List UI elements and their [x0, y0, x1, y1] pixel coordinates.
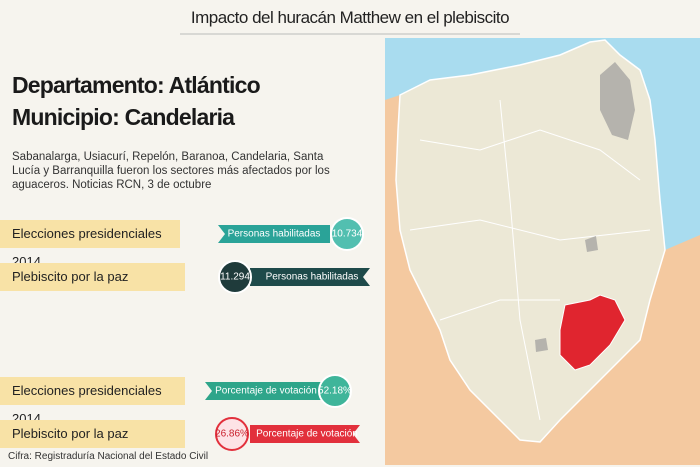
- value-badge: [218, 260, 252, 294]
- value-badge: [330, 217, 364, 251]
- urban-area: [600, 62, 635, 140]
- row-label: Elecciones presidenciales 2014: [0, 220, 180, 269]
- municipality: Municipio: Candelaria: [12, 104, 235, 130]
- value: 52.18%: [318, 386, 352, 397]
- map: [385, 38, 700, 465]
- ribbon: [250, 425, 360, 443]
- urban-area: [535, 338, 548, 352]
- value-badge: [318, 374, 352, 408]
- description: Sabanalarga, Usiacurí, Repelón, Baranoa,…: [12, 151, 330, 191]
- metric: Personas habilitadas: [228, 229, 321, 240]
- urban-area: [585, 236, 598, 252]
- value: 11.294: [220, 272, 250, 283]
- badges: Personas habilitadas 10.734 Personas habil…: [205, 217, 370, 451]
- value-badge: [215, 417, 249, 451]
- title: Impacto del huracán Matthew en el plebis…: [190, 8, 510, 27]
- value: 10.734: [332, 229, 363, 240]
- ribbon: [205, 382, 327, 400]
- row-label: Elecciones presidenciales 2014: [0, 377, 185, 426]
- ribbon: [250, 268, 370, 286]
- metric: Porcentaje de votación: [256, 429, 358, 440]
- boundary: [409, 219, 651, 241]
- value: 26.86%: [215, 429, 249, 440]
- source: Cifra: Registraduría Nacional del Estado…: [8, 451, 209, 462]
- boundary: [439, 299, 560, 321]
- row-label: Plebiscito por la paz: [0, 263, 185, 291]
- boundary: [499, 99, 541, 421]
- candelaria: [559, 294, 626, 371]
- metric: Personas habilitadas: [266, 272, 359, 283]
- boundary: [419, 129, 641, 181]
- row-label: Plebiscito por la paz: [0, 420, 185, 448]
- metric: Porcentaje de votación: [215, 386, 317, 397]
- ribbon: [218, 225, 330, 243]
- department: Departamento: Atlántico: [12, 72, 261, 98]
